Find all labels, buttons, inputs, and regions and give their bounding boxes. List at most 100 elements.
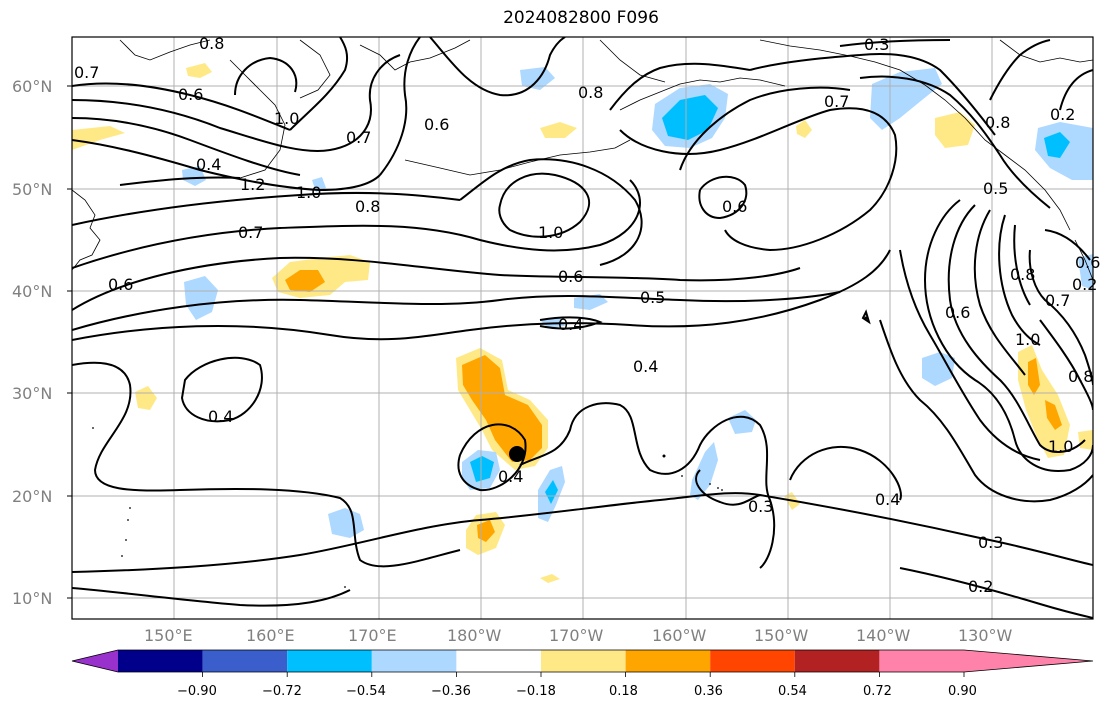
contour-label-layer: 0.8 0.7 0.6 1.0 0.4 1.2 0.7 0.6 1.0 0.8 … <box>74 34 1100 596</box>
colorbar-tick-label: −0.54 <box>346 684 386 699</box>
shade-positive <box>1078 430 1093 450</box>
contour-line <box>619 107 898 252</box>
map-title: 2024082800 F096 <box>503 8 659 28</box>
contour-label: 0.7 <box>74 63 99 82</box>
contour-label: 0.3 <box>748 497 773 516</box>
shade-strong-neg <box>1044 132 1070 158</box>
contour-line <box>679 86 851 171</box>
lon-label: 130°W <box>958 626 1013 645</box>
contour-line <box>1028 249 1093 386</box>
contour-line <box>498 172 591 238</box>
contour-line <box>72 256 801 311</box>
contour-label: 0.4 <box>633 357 658 376</box>
contour-label: 0.8 <box>985 113 1010 132</box>
contour-line <box>72 139 381 192</box>
contour-label: 0.5 <box>640 288 665 307</box>
contour-line <box>899 249 1041 461</box>
lat-label: 40°N <box>12 282 53 301</box>
contour-line <box>861 309 871 325</box>
colorbar-tick-label: 0.36 <box>694 684 723 699</box>
contour-label: 0.2 <box>1072 275 1097 294</box>
contour-label: 0.4 <box>498 467 523 486</box>
shade-strong <box>1045 400 1062 430</box>
contour-line <box>789 445 902 501</box>
contour-lines <box>72 37 1093 619</box>
contour-line <box>72 587 351 607</box>
shade-strong <box>1028 358 1040 395</box>
lon-label: 140°W <box>856 626 911 645</box>
shade-positive <box>72 126 125 150</box>
shade-positive <box>796 120 812 138</box>
shade-positive <box>186 63 212 78</box>
shade-negative <box>184 276 218 320</box>
graticule <box>72 37 1093 619</box>
lat-label: 30°N <box>12 384 53 403</box>
contour-line <box>695 469 761 506</box>
colorbar-tick-label: 0.90 <box>948 684 977 699</box>
contour-line <box>1013 224 1031 306</box>
contour-line <box>180 356 263 423</box>
contour-label: 0.6 <box>424 115 449 134</box>
contour-label: 1.0 <box>538 223 563 242</box>
contour-label: 0.7 <box>238 223 263 242</box>
contour-label: 0.5 <box>983 179 1008 198</box>
colorbar-tick-label: 0.72 <box>863 684 892 699</box>
colorbar-tick-label: −0.36 <box>431 684 471 699</box>
contour-line <box>72 361 461 568</box>
contour-label: 0.4 <box>558 315 583 334</box>
colorbar-segment <box>118 650 203 672</box>
colorbar-segment <box>541 650 626 672</box>
contour-label: 1.0 <box>1048 437 1073 456</box>
contour-line <box>879 319 1093 503</box>
contour-label: 1.2 <box>240 175 265 194</box>
contour-line <box>989 39 1051 101</box>
colorbar-segment <box>879 650 964 672</box>
colorbar-tick-label: −0.18 <box>516 684 556 699</box>
colorbar-tick-label: −0.72 <box>262 684 302 699</box>
lat-label: 10°N <box>12 589 53 608</box>
contour-line <box>379 37 421 176</box>
contour-label: 0.7 <box>1045 291 1070 310</box>
contour-label: 0.2 <box>1050 105 1075 124</box>
contour-label: 0.6 <box>722 197 747 216</box>
colorbar-segment <box>710 650 795 672</box>
colorbar-segment <box>287 650 372 672</box>
contour-line <box>609 62 751 111</box>
contour-line <box>72 191 461 226</box>
shade-positive <box>135 386 157 410</box>
lon-label: 180°W <box>447 626 502 645</box>
contour-label: 0.2 <box>968 577 993 596</box>
contour-label: 0.4 <box>875 490 900 509</box>
shade-positive <box>935 112 975 148</box>
shade-strong-neg <box>662 95 718 140</box>
contour-line <box>1044 229 1091 261</box>
colorbar <box>71 649 1094 677</box>
contour-label: 0.8 <box>199 34 224 53</box>
colorbar-segment <box>202 650 288 672</box>
contour-line <box>839 39 951 47</box>
contour-line <box>72 82 291 131</box>
contour-label: 0.6 <box>108 275 133 294</box>
colorbar-tick-label: −0.90 <box>177 684 217 699</box>
colorbar-segment <box>625 650 711 672</box>
contour-line <box>749 52 996 136</box>
lon-label: 170°W <box>549 626 604 645</box>
contour-line <box>973 209 1026 376</box>
contour-label: 0.8 <box>578 83 603 102</box>
shade-positive <box>540 122 577 138</box>
lon-label: 150°W <box>754 626 809 645</box>
contour-line <box>459 158 643 266</box>
contour-label: 0.3 <box>864 35 889 54</box>
contour-line <box>119 176 241 186</box>
contour-label: 1.0 <box>274 109 299 128</box>
contour-label: 1.0 <box>1015 330 1040 349</box>
colorbar-segment <box>456 650 541 672</box>
contour-label: 0.6 <box>178 85 203 104</box>
colorbar-tick-label: 0.18 <box>609 684 638 699</box>
shade-negative <box>1078 254 1093 290</box>
contour-line <box>72 117 301 176</box>
contour-line <box>289 37 349 131</box>
colorbar-extend-low <box>72 650 118 672</box>
contour-line <box>947 204 1086 453</box>
contour-line <box>899 567 1093 619</box>
